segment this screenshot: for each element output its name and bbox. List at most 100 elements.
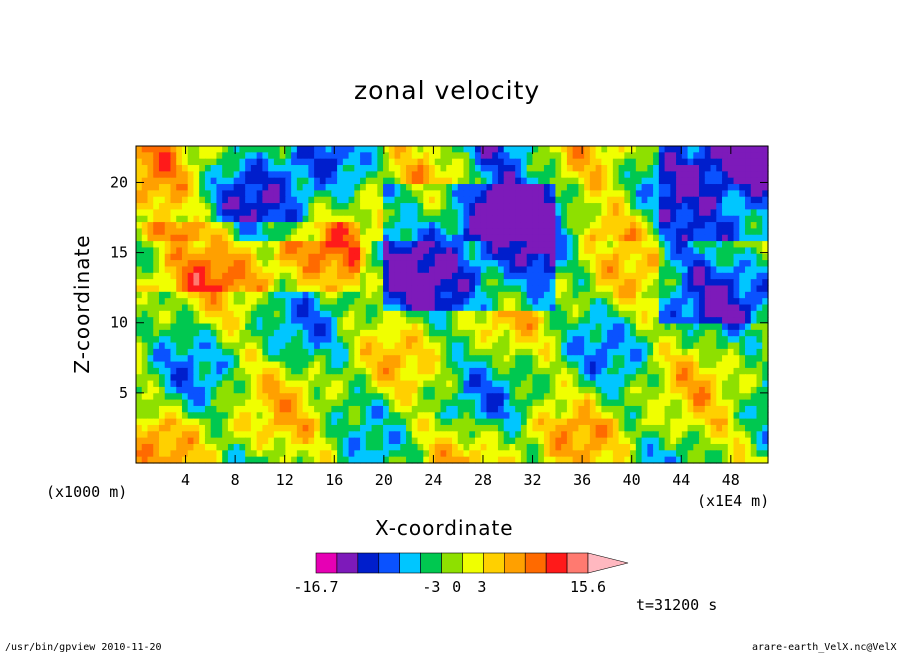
heatmap-cell [647, 215, 654, 223]
heatmap-cell [164, 260, 172, 268]
heatmap-cell [377, 304, 384, 312]
heatmap-cell [647, 184, 654, 191]
heatmap-cell [716, 386, 723, 394]
heatmap-cell [411, 348, 419, 356]
heatmap-cell [440, 298, 447, 306]
heatmap-cell [325, 272, 332, 280]
heatmap-cell [664, 418, 671, 426]
heatmap-cell [716, 209, 723, 217]
heatmap-cell [704, 367, 712, 375]
heatmap-cell [555, 279, 562, 287]
heatmap-cell [681, 190, 689, 198]
heatmap-cell [245, 241, 252, 249]
heatmap-cell [319, 374, 327, 382]
heatmap-cell [210, 380, 218, 388]
heatmap-cell [532, 165, 539, 172]
heatmap-cell [342, 329, 350, 337]
heatmap-cell [302, 184, 309, 191]
heatmap-cell [331, 304, 338, 312]
heatmap-cell [578, 152, 585, 160]
heatmap-cell [452, 355, 459, 363]
heatmap-cell [187, 215, 195, 223]
heatmap-cell [377, 260, 384, 268]
heatmap-cell [538, 171, 545, 179]
heatmap-cell [469, 317, 476, 325]
heatmap-cell [331, 196, 338, 204]
heatmap-cell [285, 418, 292, 426]
heatmap-cell [176, 405, 183, 413]
heatmap-cell [584, 196, 591, 204]
heatmap-cell [486, 367, 493, 375]
heatmap-cell [607, 209, 614, 217]
heatmap-cell [193, 304, 200, 312]
heatmap-cell [153, 418, 160, 426]
heatmap-cell [187, 291, 195, 299]
heatmap-cell [319, 146, 327, 153]
heatmap-cell [555, 348, 562, 356]
heatmap-cell [699, 165, 706, 172]
heatmap-cell [354, 279, 361, 287]
heatmap-cell [503, 298, 511, 306]
heatmap-cell [693, 203, 700, 210]
heatmap-cell [733, 165, 740, 172]
heatmap-cell [440, 393, 447, 401]
heatmap-cell [193, 367, 200, 375]
heatmap-cell [394, 355, 401, 363]
heatmap-cell [635, 241, 643, 249]
heatmap-cell [170, 399, 177, 407]
heatmap-cell [561, 272, 568, 280]
heatmap-cell [555, 367, 562, 375]
heatmap-cell [400, 317, 407, 325]
heatmap-cell [745, 190, 752, 198]
heatmap-cell [354, 393, 361, 401]
heatmap-cell [440, 285, 447, 293]
heatmap-cell [153, 260, 160, 268]
heatmap-cell [710, 146, 717, 153]
heatmap-cell [549, 310, 557, 318]
heatmap-cell [342, 418, 350, 426]
heatmap-cell [210, 190, 218, 198]
heatmap-cell [268, 431, 275, 439]
heatmap-cell [722, 260, 729, 268]
heatmap-cell [136, 405, 143, 413]
heatmap-cell [526, 279, 534, 287]
heatmap-cell [216, 393, 223, 401]
heatmap-cell [440, 310, 447, 318]
heatmap-cell [388, 253, 396, 261]
heatmap-cell [342, 304, 350, 312]
heatmap-cell [647, 418, 654, 426]
heatmap-cell [429, 348, 436, 356]
heatmap-cell [647, 367, 654, 375]
heatmap-cell [641, 380, 648, 388]
heatmap-cell [589, 203, 597, 210]
heatmap-cell [227, 203, 235, 210]
heatmap-cell [296, 367, 304, 375]
heatmap-cell [762, 190, 769, 198]
heatmap-cell [193, 165, 200, 172]
heatmap-cell [153, 317, 160, 325]
heatmap-cell [210, 184, 218, 191]
heatmap-cell [164, 215, 172, 223]
heatmap-cell [319, 355, 327, 363]
heatmap-cell [365, 342, 373, 350]
heatmap-cell [722, 152, 729, 160]
heatmap-cell [722, 196, 729, 204]
heatmap-cell [601, 158, 608, 166]
heatmap-cell [222, 399, 229, 407]
heatmap-cell [463, 367, 470, 375]
heatmap-cell [693, 146, 700, 153]
heatmap-cell [704, 298, 712, 306]
heatmap-cell [670, 298, 677, 306]
heatmap-cell [566, 285, 574, 293]
heatmap-cell [141, 209, 149, 217]
heatmap-cell [216, 342, 223, 350]
heatmap-cell [664, 348, 671, 356]
heatmap-cell [492, 196, 499, 204]
heatmap-cell [216, 234, 223, 242]
heatmap-cell [245, 228, 252, 236]
heatmap-cell [469, 228, 476, 236]
heatmap-cell [204, 253, 212, 261]
heatmap-cell [549, 393, 557, 401]
heatmap-cell [693, 317, 700, 325]
heatmap-cell [204, 241, 212, 249]
